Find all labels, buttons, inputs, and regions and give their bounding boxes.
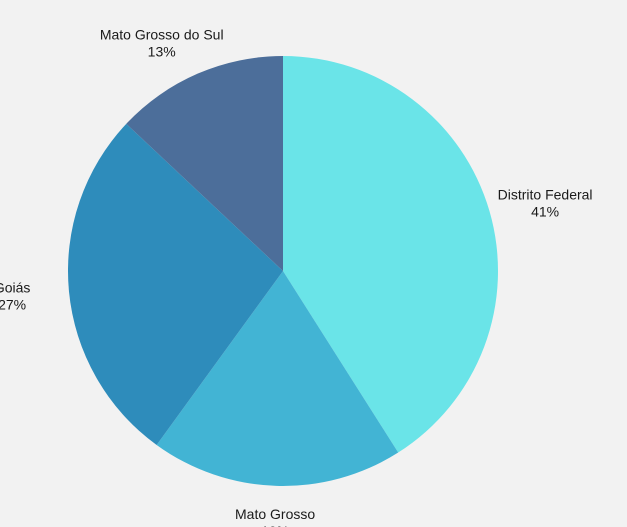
slice-label-goias: Goiás27% — [0, 280, 30, 313]
slice-label-mato-grosso: Mato Grosso19% — [235, 506, 315, 527]
pie-slice-distrito-federal — [283, 56, 498, 453]
slice-percent: 13% — [148, 44, 176, 60]
pie-slice-mato-grosso-do-sul — [126, 55, 284, 271]
pie-slice-goias — [67, 123, 283, 445]
pie-slices — [67, 55, 498, 486]
slice-name: Mato Grosso do Sul — [100, 27, 224, 43]
slice-name: Distrito Federal — [498, 186, 593, 202]
slice-percent: 27% — [0, 297, 26, 313]
slice-percent: 19% — [261, 523, 289, 527]
pie-slice-mato-grosso — [156, 271, 399, 486]
slice-label-distrito-federal: Distrito Federal 41% — [498, 186, 593, 219]
slice-percent: 41% — [531, 203, 559, 219]
slice-name: Goiás — [0, 280, 30, 296]
slice-name: Mato Grosso — [235, 506, 315, 522]
slice-label-mato-grosso-do-sul: Mato Grosso do Sul 13% — [100, 27, 224, 60]
